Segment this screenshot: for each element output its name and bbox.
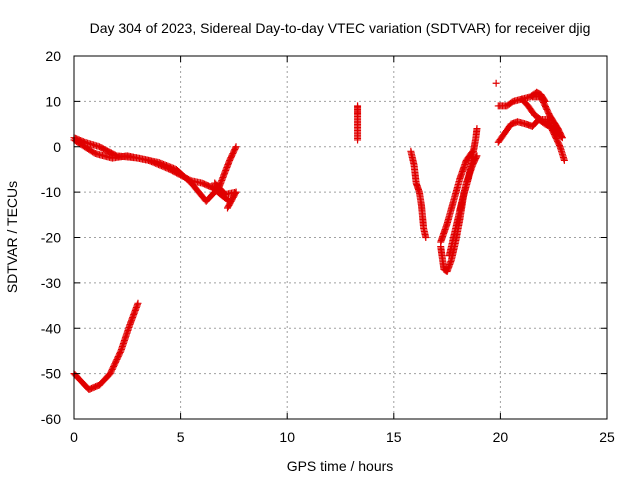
x-tick-label: 10 [279, 429, 295, 445]
y-tick-label: -20 [41, 230, 61, 246]
data-point [560, 156, 568, 164]
y-tick-label: 20 [45, 48, 61, 64]
data-point [231, 144, 239, 152]
grid-lines [74, 56, 607, 419]
series-isolated [354, 102, 362, 144]
data-point [231, 189, 239, 197]
data-point [472, 153, 480, 161]
series-upper-branch [70, 136, 234, 205]
data-point [232, 143, 240, 151]
data-point [473, 152, 481, 160]
series-rise-a [437, 147, 477, 246]
x-tick-label: 0 [70, 429, 78, 445]
data-point [134, 299, 142, 307]
series-tail [211, 179, 240, 198]
x-tick-label: 15 [386, 429, 402, 445]
series-drop [407, 147, 430, 241]
y-tick-label: -40 [41, 320, 61, 336]
y-tick-label: -60 [41, 411, 61, 427]
data-point [492, 79, 500, 87]
data-point [558, 132, 566, 140]
data-point [232, 188, 240, 196]
y-tick-label: -10 [41, 184, 61, 200]
x-axis-label: GPS time / hours [287, 458, 394, 474]
y-axis-label: SDTVAR / TECUs [4, 181, 20, 293]
series-rise-c [456, 152, 481, 214]
data-point [422, 234, 430, 241]
series-main-track [70, 134, 240, 205]
y-tick-label: 10 [45, 93, 61, 109]
series-right-slope-a [518, 95, 568, 164]
x-tick-label: 5 [177, 429, 185, 445]
chart-title: Day 304 of 2023, Sidereal Day-to-day VTE… [90, 20, 591, 36]
series-right-slope-b [528, 93, 566, 142]
data-marks [70, 79, 568, 394]
y-tick-label: -50 [41, 366, 61, 382]
series-low-arc [70, 299, 142, 394]
series-peak-point [492, 79, 500, 87]
y-tick-label: 0 [53, 139, 61, 155]
x-tick-label: 20 [493, 429, 509, 445]
axis-ticks: 0 5 10 15 20 25 -60 -50 -40 -30 -20 -10 0 10 20 [41, 48, 615, 445]
series-descent-tail [224, 188, 240, 212]
data-point [473, 125, 481, 133]
x-tick-label: 25 [599, 429, 615, 445]
y-tick-label: -30 [41, 275, 61, 291]
data-point [558, 134, 566, 142]
data-point [354, 136, 362, 144]
